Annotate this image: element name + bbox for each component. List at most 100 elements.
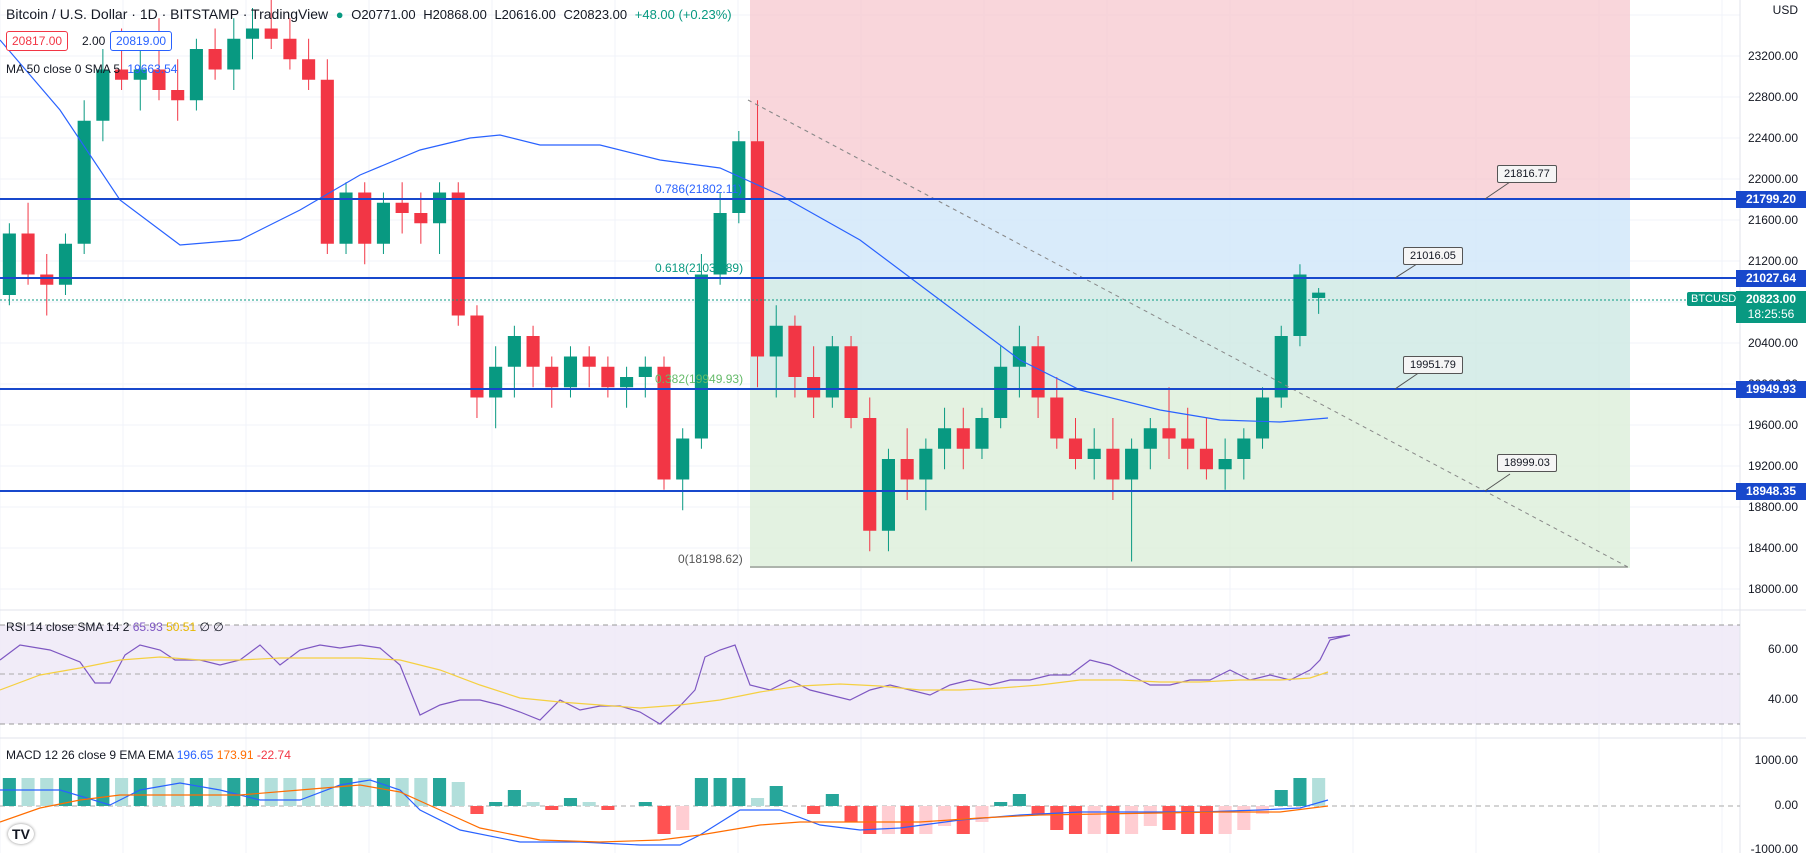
fib-zone-middle [750, 280, 1630, 390]
price-callout-3[interactable]: 19951.79 [1403, 356, 1463, 374]
macd-histogram-bar [1293, 778, 1307, 806]
rsi-extra: ∅ ∅ [199, 620, 224, 634]
fib-label-0: 0(18198.62) [678, 552, 743, 566]
candle-bullish [433, 192, 447, 224]
current-price-tag[interactable]: 20823.00 18:25:56 [1736, 291, 1806, 323]
sell-price-button[interactable]: 20817.00 [6, 31, 69, 51]
price-callout-4[interactable]: 18999.03 [1497, 454, 1557, 472]
spread-value: 2.00 [82, 34, 106, 48]
level-tag-21799[interactable]: 21799.20 [1736, 191, 1806, 208]
macd-histogram-bar [1068, 806, 1083, 834]
macd-legend[interactable]: MACD 12 26 close 9 EMA EMA 196.65 173.91… [6, 748, 291, 762]
ohlc-high: H20868.00 [423, 7, 487, 22]
macd-histogram-bar [339, 778, 353, 806]
rsi-label: RSI 14 close SMA 14 2 [6, 620, 130, 634]
macd-histogram-bar [1143, 806, 1157, 826]
rsi-tick: 40.00 [1767, 692, 1798, 706]
ma-indicator-legend[interactable]: MA 50 close 0 SMA 5 19663.54 [6, 62, 181, 76]
macd-histogram-bar [1106, 806, 1120, 834]
candle-bearish [40, 274, 54, 285]
macd-histogram-bar [115, 778, 129, 806]
candle-bullish [96, 69, 110, 121]
fib-label-0382: 0.382(19949.93) [655, 372, 744, 386]
fib-zone-upper [750, 200, 1630, 280]
candle-bullish [1293, 274, 1307, 336]
price-tick: 22000.00 [1747, 172, 1798, 186]
candle-bearish [844, 346, 858, 418]
candle-bullish [825, 346, 839, 398]
level-tag-19949[interactable]: 19949.93 [1736, 381, 1806, 398]
macd-signal-line [0, 784, 1329, 843]
symbol-tag[interactable]: BTCUSD [1687, 292, 1741, 306]
candle-bearish [302, 59, 316, 80]
macd-histogram-bar [189, 778, 203, 806]
candle-bullish [1218, 459, 1232, 470]
candle-bearish [320, 79, 334, 244]
bar-countdown: 18:25:56 [1747, 307, 1795, 321]
candle-bearish [395, 202, 409, 213]
fib-zone-lower [750, 390, 1630, 568]
candle-bearish [863, 418, 877, 531]
macd-histogram-bar [433, 778, 447, 806]
macd-histogram-bar [807, 806, 821, 814]
buy-price-button[interactable]: 20819.00 [110, 31, 173, 51]
macd-histogram-bar [975, 806, 989, 822]
rsi-value: 65.93 [132, 620, 163, 634]
level-tag-18948[interactable]: 18948.35 [1736, 483, 1806, 500]
macd-histogram-bar [414, 778, 428, 806]
macd-tick: 0.00 [1774, 798, 1798, 812]
ma-50-line [0, 39, 1329, 423]
price-tick: 18400.00 [1747, 541, 1798, 555]
macd-histogram-bar [919, 806, 933, 834]
candle-bullish [620, 377, 634, 388]
price-tick: 21200.00 [1747, 254, 1798, 268]
candle-bearish [283, 38, 297, 60]
level-tag-21027[interactable]: 21027.64 [1736, 270, 1806, 287]
candle-bearish [956, 428, 970, 449]
price-tick: 21600.00 [1747, 213, 1798, 227]
macd-hist-value: -22.74 [256, 748, 291, 762]
price-tick: 23200.00 [1747, 49, 1798, 63]
candle-bearish [208, 49, 222, 70]
macd-histogram-bar [1087, 806, 1101, 834]
macd-histogram-bar [96, 778, 110, 806]
candle-bullish [694, 274, 708, 439]
macd-histogram-bar [376, 778, 390, 806]
chart-header: Bitcoin / U.S. Dollar · 1D · BITSTAMP · … [6, 6, 736, 22]
candle-bearish [451, 192, 465, 316]
symbol-title[interactable]: Bitcoin / U.S. Dollar · 1D · BITSTAMP · … [6, 6, 329, 22]
macd-histogram-bar [582, 802, 596, 806]
macd-histogram-bar [676, 806, 690, 830]
price-tick: 19200.00 [1747, 459, 1798, 473]
currency-label[interactable]: USD [1772, 3, 1798, 17]
callout-leader-3 [1394, 371, 1421, 390]
candle-bearish [545, 366, 559, 388]
candle-bearish [1031, 346, 1045, 398]
price-callout-2[interactable]: 21016.05 [1403, 247, 1463, 265]
price-callout-1[interactable]: 21816.77 [1497, 165, 1557, 183]
candle-bullish [133, 69, 147, 80]
macd-histogram-bar [601, 806, 615, 810]
candle-bullish [919, 448, 933, 480]
candle-bearish [1199, 448, 1213, 470]
candle-bullish [938, 428, 952, 449]
candle-bullish [189, 49, 203, 101]
macd-histogram-bar [507, 790, 521, 806]
candle-bearish [1106, 448, 1120, 480]
ohlc-change: +48.00 (+0.23%) [634, 7, 732, 22]
macd-histogram-bar [77, 778, 91, 806]
rsi-legend[interactable]: RSI 14 close SMA 14 2 65.93 50.51 ∅ ∅ [6, 620, 224, 634]
macd-histogram [2, 778, 1326, 834]
macd-signal-value: 173.91 [216, 748, 254, 762]
macd-label: MACD 12 26 close 9 EMA EMA [6, 748, 174, 762]
macd-histogram-bar [657, 806, 671, 834]
price-tick: 18000.00 [1747, 582, 1798, 596]
macd-histogram-bar [451, 782, 465, 806]
tradingview-logo-icon[interactable]: TV [8, 824, 34, 844]
macd-histogram-bar [563, 798, 578, 806]
callout-leader-1 [1484, 181, 1511, 200]
candle-bearish [152, 69, 166, 90]
candle-bearish [807, 377, 821, 398]
candle-bearish [1181, 438, 1195, 449]
